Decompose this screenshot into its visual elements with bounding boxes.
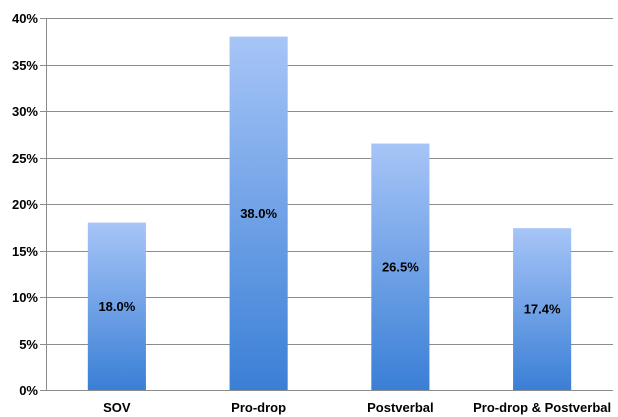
y-tick-label: 5% (19, 337, 38, 352)
data-label: 26.5% (382, 259, 419, 274)
y-tick-label: 40% (12, 11, 38, 26)
y-tick-label: 10% (12, 290, 38, 305)
x-category-label: SOV (103, 400, 131, 415)
x-axis-category-labels: SOV Pro-drop Postverbal Pro-drop & Postverb… (103, 400, 611, 415)
x-category-label: Pro-drop & Postverbal (473, 400, 611, 415)
data-label: 17.4% (524, 302, 561, 317)
y-tick-label: 25% (12, 151, 38, 166)
y-tick-label: 30% (12, 104, 38, 119)
bar-sov (87, 222, 146, 390)
bar-postverbal (371, 143, 430, 390)
y-tick-label: 35% (12, 58, 38, 73)
x-category-label: Postverbal (367, 400, 433, 415)
bar-pro-drop (229, 36, 288, 390)
y-tick-label: 20% (12, 197, 38, 212)
data-labels: 18.0% 38.0% 26.5% 17.4% (98, 206, 561, 317)
y-tick-label: 0% (19, 383, 38, 398)
bars (87, 36, 572, 390)
bar-pro-drop-postverbal (513, 228, 572, 390)
y-axis-tick-labels: 0% 5% 10% 15% 20% 25% 30% 35% 40% (12, 11, 38, 398)
data-label: 18.0% (98, 299, 135, 314)
y-tick-label: 15% (12, 244, 38, 259)
x-category-label: Pro-drop (231, 400, 286, 415)
data-label: 38.0% (240, 206, 277, 221)
